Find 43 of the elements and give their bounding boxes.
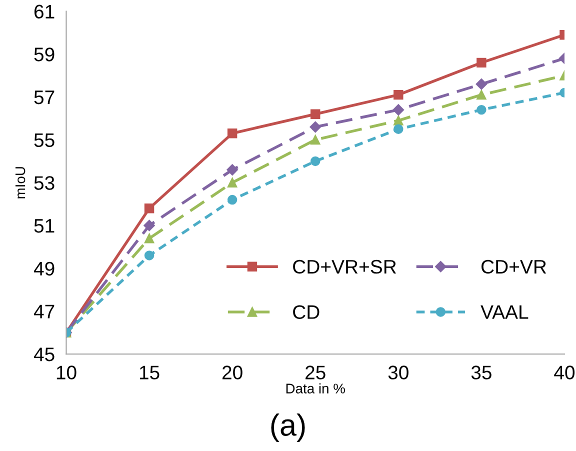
- y-tick-label: 57: [34, 90, 54, 104]
- point: [476, 58, 486, 68]
- x-tick-label: 15: [140, 366, 160, 380]
- point: [144, 204, 154, 214]
- x-axis-title: Data in %: [286, 383, 345, 394]
- x-tick-label: 30: [388, 366, 408, 380]
- point: [392, 104, 404, 116]
- y-tick-label: 49: [34, 262, 54, 276]
- y-tick-label: 53: [34, 176, 54, 190]
- point: [310, 156, 320, 166]
- y-tick-label: 59: [34, 48, 54, 62]
- x-tick-label: 25: [306, 366, 326, 380]
- legend-label: CD+VR: [482, 260, 546, 274]
- point: [144, 233, 154, 244]
- y-tick-label: 55: [34, 133, 54, 148]
- point: [476, 78, 488, 90]
- y-axis-title: mIoU: [16, 167, 26, 198]
- y-tick-label: 45: [34, 348, 54, 362]
- point: [227, 194, 238, 205]
- y-tick-label: 51: [34, 219, 54, 233]
- legend-label: VAAL: [480, 305, 528, 319]
- point: [144, 250, 154, 260]
- point: [310, 109, 320, 119]
- legend-label: CD+VR+SR: [293, 260, 396, 274]
- point: [394, 90, 404, 100]
- x-tick-label: 40: [554, 366, 575, 380]
- legend-label: CD: [293, 305, 320, 319]
- x-tick-label: 20: [222, 366, 242, 380]
- x-tick-label: 10: [56, 366, 76, 380]
- point: [144, 220, 155, 232]
- point: [227, 128, 238, 138]
- x-tick-label: 35: [471, 366, 492, 380]
- y-tick-label: 61: [34, 4, 54, 19]
- point: [394, 124, 404, 134]
- text: (a): [271, 413, 305, 442]
- point: [476, 104, 486, 115]
- point: [226, 164, 238, 176]
- y-tick-label: 47: [34, 304, 54, 318]
- point: [394, 116, 404, 126]
- point: [310, 134, 320, 145]
- point: [310, 121, 321, 133]
- point: [227, 178, 238, 188]
- point: [476, 90, 486, 100]
